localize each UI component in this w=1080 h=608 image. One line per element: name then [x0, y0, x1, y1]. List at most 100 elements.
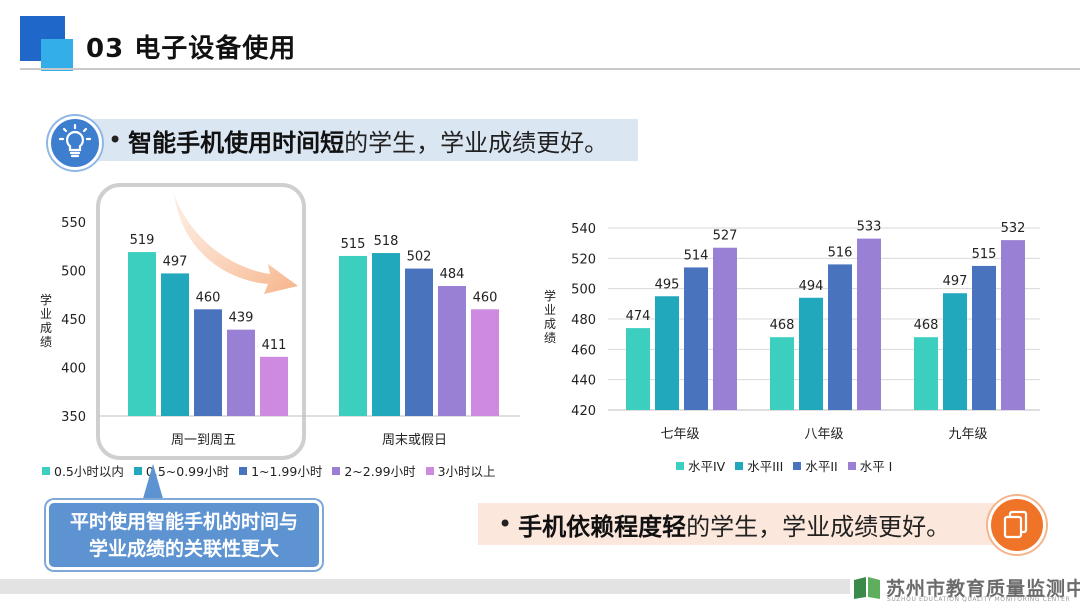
- y-tick-label: 500: [61, 265, 86, 280]
- y-axis-label: 成: [544, 317, 556, 331]
- bar: [194, 309, 222, 416]
- header-divider: [20, 68, 1080, 70]
- legend-swatch: [676, 461, 684, 470]
- y-tick-label: 350: [61, 410, 86, 425]
- lightbulb-icon: [48, 116, 102, 170]
- bar: [857, 238, 881, 410]
- legend-label: 0.5小时以内: [54, 464, 124, 479]
- header-square-light: [41, 39, 73, 71]
- data-label: 460: [473, 290, 498, 305]
- data-label: 468: [770, 318, 795, 333]
- data-label: 460: [196, 290, 221, 305]
- legend-label: 3小时以上: [437, 464, 496, 479]
- bar: [128, 252, 156, 416]
- legend-label: 1~1.99小时: [251, 464, 323, 479]
- bar: [713, 247, 737, 410]
- bar: [914, 337, 938, 410]
- data-label: 532: [1001, 221, 1026, 236]
- bar: [161, 273, 189, 416]
- data-label: 497: [943, 274, 968, 289]
- callout-line-2: 学业成绩的关联性更大: [88, 538, 279, 560]
- legend-swatch: [332, 466, 341, 475]
- y-tick-label: 540: [571, 222, 596, 237]
- legend-swatch: [133, 466, 142, 475]
- footer-band: [0, 579, 850, 594]
- data-label: 515: [972, 247, 997, 262]
- data-label: 516: [828, 245, 853, 260]
- y-tick-label: 460: [571, 343, 596, 358]
- bar: [438, 286, 466, 416]
- legend-label: 水平IV: [688, 459, 726, 474]
- legend-item: 3小时以上: [425, 461, 496, 480]
- legend-item: 水平IV: [676, 456, 725, 475]
- bar: [626, 328, 650, 410]
- legend-label: 2~2.99小时: [344, 464, 416, 479]
- bar: [684, 267, 708, 410]
- callout-box: 平时使用智能手机的时间与 学业成绩的关联性更大: [46, 500, 322, 570]
- data-label: 533: [857, 220, 882, 235]
- bullet: •: [498, 510, 513, 538]
- bar: [972, 265, 996, 410]
- top-banner: • 智能手机使用时间短 的学生，学业成绩更好。: [90, 119, 638, 161]
- y-axis-label: 绩: [544, 331, 556, 345]
- data-label: 518: [374, 234, 399, 249]
- data-label: 411: [262, 338, 287, 353]
- legend-swatch: [425, 466, 434, 475]
- y-tick-label: 420: [571, 404, 596, 419]
- legend-item: 0.5~0.99小时: [133, 461, 229, 480]
- data-label: 527: [713, 229, 738, 244]
- bar: [943, 293, 967, 410]
- bar: [799, 297, 823, 410]
- y-tick-label: 550: [61, 216, 86, 231]
- legend-item: 水平III: [735, 456, 783, 475]
- legend-label: 水平II: [805, 459, 838, 474]
- footer-org-english: SUZHOU EDUCATION QUALITY MONITORING CENT…: [887, 596, 1071, 603]
- legend-label: 水平III: [747, 459, 784, 474]
- bottom-banner-bold: 手机依赖程度轻: [518, 512, 687, 541]
- bullet: •: [108, 126, 123, 154]
- book-logo-icon: [854, 577, 880, 599]
- legend-left: 0.5小时以内 0.5~0.99小时 1~1.99小时 2~2.99小时 3小时以上: [42, 461, 506, 480]
- curved-arrow-icon: [174, 194, 298, 294]
- data-label: 502: [407, 250, 432, 265]
- y-tick-label: 500: [571, 283, 596, 298]
- bottom-banner-rest: 的学生，学业成绩更好。: [686, 512, 951, 541]
- top-banner-bold: 智能手机使用时间短: [128, 128, 345, 157]
- category-label: 七年级: [660, 427, 699, 442]
- bar: [339, 255, 367, 416]
- bar: [372, 253, 400, 416]
- callout-line-1: 平时使用智能手机的时间与: [69, 511, 298, 533]
- legend-item: 0.5小时以内: [42, 461, 124, 480]
- highlight-frame: [96, 183, 306, 460]
- footer-org-name: 苏州市教育质量监测中心: [886, 578, 1080, 600]
- chart-phone-time: 350 400 450 500 550 学业成绩 519 497 460 439 411 周一到周五 5…: [40, 216, 520, 448]
- bar: [770, 337, 794, 410]
- data-label: 515: [341, 237, 366, 252]
- legend-right: 水平IV 水平III 水平II 水平 I: [676, 456, 902, 475]
- y-axis-label: 学: [544, 288, 556, 303]
- data-label: 439: [229, 311, 254, 326]
- bar: [1001, 240, 1025, 410]
- bar: [405, 268, 433, 416]
- legend-swatch: [793, 461, 802, 470]
- legend-swatch: [239, 466, 248, 475]
- data-label: 519: [130, 233, 155, 248]
- bar: [828, 264, 852, 410]
- y-axis-label: 学: [40, 292, 52, 307]
- data-label: 474: [626, 309, 651, 324]
- legend-item: 1~1.99小时: [239, 461, 322, 480]
- legend-item: 水平 I: [847, 456, 892, 475]
- y-axis-label: 成: [40, 321, 52, 335]
- y-tick-label: 450: [61, 313, 86, 328]
- legend-item: 2~2.99小时: [332, 461, 416, 480]
- y-tick-label: 440: [571, 374, 596, 389]
- y-axis-label: 绩: [40, 335, 52, 349]
- legend-item: 水平II: [793, 456, 838, 475]
- data-label: 494: [799, 279, 824, 294]
- top-banner-rest: 的学生，学业成绩更好。: [344, 128, 609, 157]
- category-label: 周一到周五: [171, 433, 236, 448]
- data-label: 497: [163, 254, 188, 269]
- callout-tail: [142, 464, 164, 502]
- y-axis-label: 业: [40, 307, 52, 321]
- legend-swatch: [847, 461, 856, 470]
